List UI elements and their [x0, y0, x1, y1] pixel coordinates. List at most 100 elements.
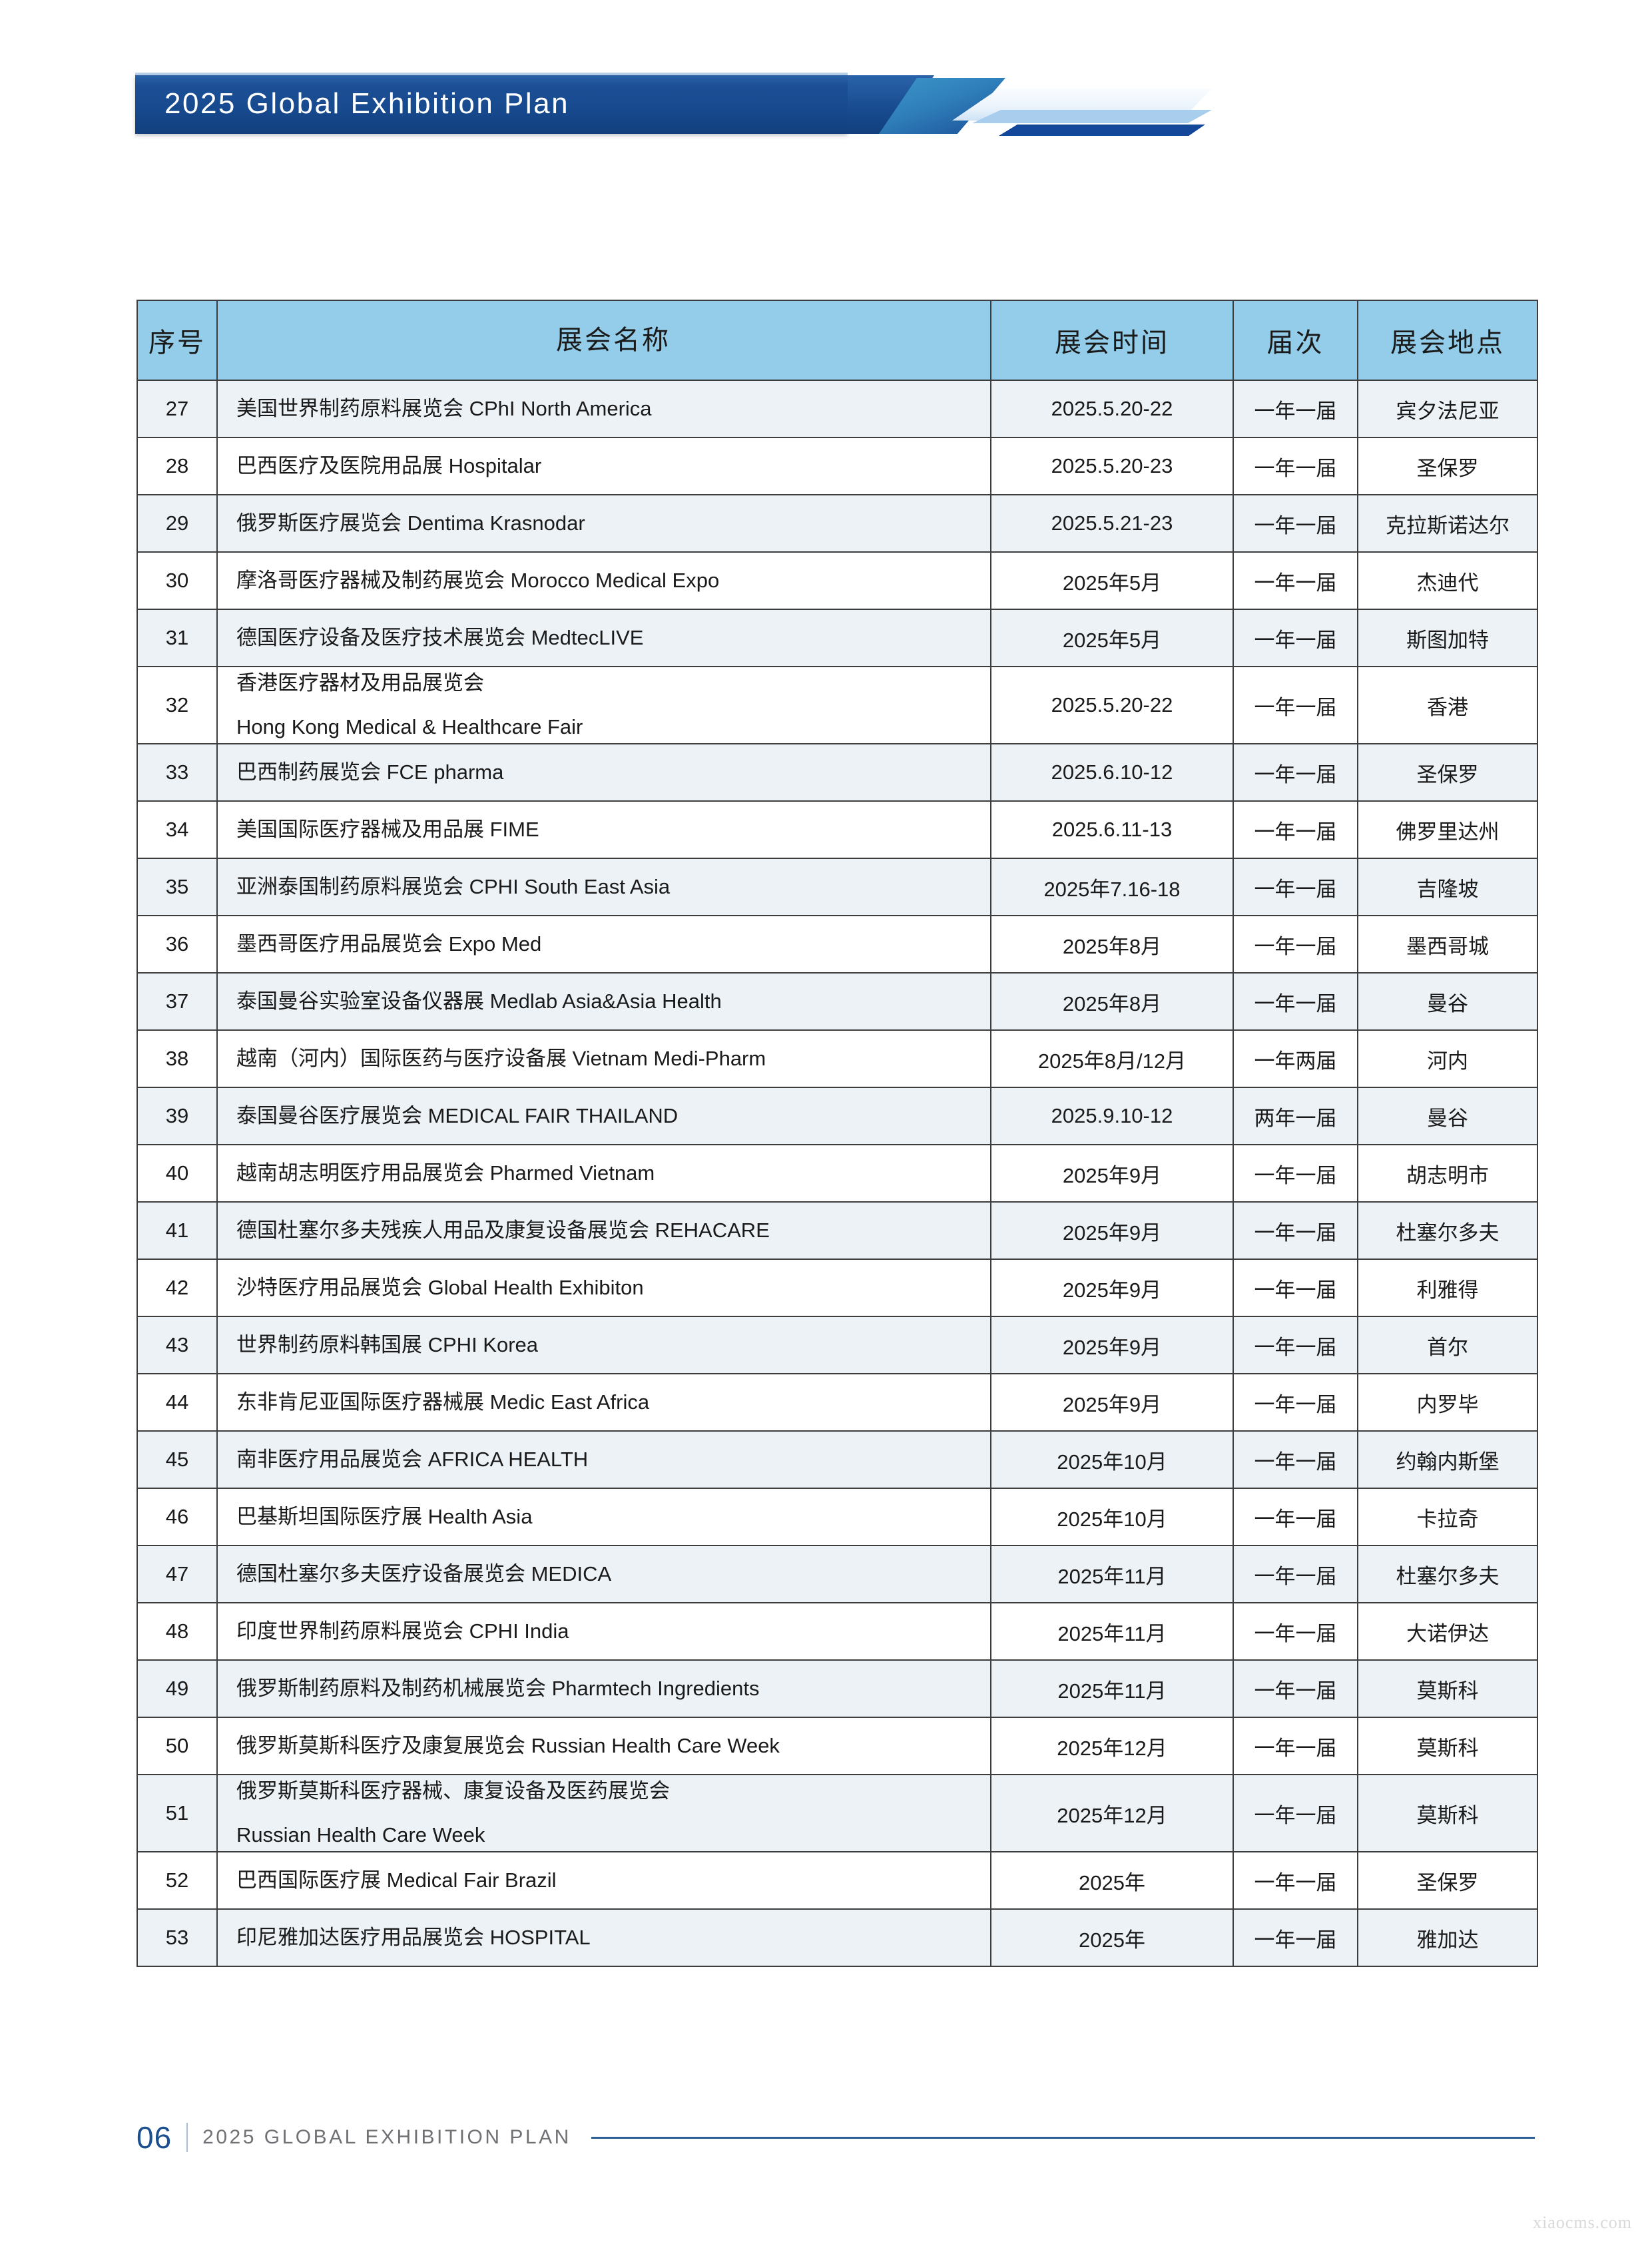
column-header-location: 展会地点	[1357, 300, 1538, 381]
table-header-row: 序号 展会名称 展会时间 届次 展会地点	[137, 300, 1538, 381]
table-row: 49 俄罗斯制药原料及制药机械展览会 Pharmtech Ingredients 2…	[137, 1659, 1538, 1719]
banner-main-bar	[135, 75, 848, 134]
cell-frequency: 一年一届	[1233, 609, 1358, 667]
column-header-frequency: 届次	[1233, 300, 1358, 381]
cell-location: 大诺伊达	[1357, 1602, 1538, 1661]
cell-exhibition-time: 2025年7.16-18	[990, 858, 1234, 917]
exhibition-schedule-table: 序号 展会名称 展会时间 届次 展会地点 27 美国世界制药原料展览会 CPhI …	[137, 300, 1538, 1968]
cell-location: 佛罗里达州	[1357, 800, 1538, 860]
watermark: xiaocms.com	[1533, 2213, 1632, 2232]
footer-divider	[186, 2123, 188, 2152]
cell-frequency: 一年一届	[1233, 858, 1358, 917]
cell-exhibition-time: 2025年12月	[990, 1774, 1234, 1853]
cell-index: 36	[137, 915, 218, 974]
cell-frequency: 一年一届	[1233, 437, 1358, 495]
cell-exhibition-name: 香港医疗器材及用品展览会 Hong Kong Medical & Healthca…	[216, 665, 991, 745]
table-row: 32 香港医疗器材及用品展览会 Hong Kong Medical & Health…	[137, 665, 1538, 745]
cell-frequency: 两年一届	[1233, 1087, 1358, 1146]
cell-exhibition-time: 2025年11月	[990, 1659, 1234, 1719]
exhibition-name-line: 越南胡志明医疗用品展览会 Pharmed Vietnam	[236, 1161, 655, 1185]
table-row: 48 印度世界制药原料展览会 CPHI India 2025年11月 一年一届 大诺伊达	[137, 1602, 1538, 1661]
cell-location: 吉隆坡	[1357, 858, 1538, 917]
banner-accent-bar-dark-blue	[999, 125, 1205, 136]
table-row: 36 墨西哥医疗用品展览会 Expo Med 2025年8月 一年一届 墨西哥城	[137, 915, 1538, 974]
page-header-banner: 2025 Global Exhibition Plan	[0, 63, 1652, 150]
exhibition-name-line: 德国杜塞尔多夫医疗设备展览会 MEDICA	[236, 1562, 612, 1586]
cell-exhibition-name: 德国医疗设备及医疗技术展览会 MedtecLIVE	[216, 609, 991, 667]
exhibition-name-line: 世界制药原料韩国展 CPHI Korea	[236, 1333, 539, 1357]
exhibition-name-line: 美国世界制药原料展览会 CPhI North America	[236, 396, 652, 420]
table-row: 37 泰国曼谷实验室设备仪器展 Medlab Asia&Asia Health 20…	[137, 972, 1538, 1031]
cell-location: 约翰内斯堡	[1357, 1430, 1538, 1490]
table-row: 34 美国国际医疗器械及用品展 FIME 2025.6.11-13 一年一届 佛罗里达州	[137, 800, 1538, 860]
exhibition-name-line: 德国医疗设备及医疗技术展览会 MedtecLIVE	[236, 625, 644, 649]
cell-exhibition-name: 亚洲泰国制药原料展览会 CPHI South East Asia	[216, 858, 991, 917]
cell-location: 曼谷	[1357, 1087, 1538, 1146]
cell-exhibition-time: 2025年8月/12月	[990, 1029, 1234, 1089]
cell-exhibition-name: 东非肯尼亚国际医疗器械展 Medic East Africa	[216, 1373, 991, 1432]
cell-frequency: 一年两届	[1233, 1029, 1358, 1089]
cell-frequency: 一年一届	[1233, 1717, 1358, 1776]
cell-index: 29	[137, 494, 218, 553]
cell-index: 41	[137, 1201, 218, 1261]
cell-exhibition-name: 俄罗斯医疗展览会 Dentima Krasnodar	[216, 494, 991, 553]
table-row: 44 东非肯尼亚国际医疗器械展 Medic East Africa 2025年9月一…	[137, 1373, 1538, 1432]
cell-index: 52	[137, 1851, 218, 1910]
cell-index: 45	[137, 1430, 218, 1490]
cell-exhibition-name: 摩洛哥医疗器械及制药展览会 Morocco Medical Expo	[216, 551, 991, 610]
cell-index: 30	[137, 551, 218, 610]
cell-exhibition-time: 2025年11月	[990, 1545, 1234, 1604]
exhibition-name-line: 俄罗斯制药原料及制药机械展览会 Pharmtech Ingredients	[236, 1677, 760, 1701]
cell-index: 28	[137, 437, 218, 495]
table-row: 52 巴西国际医疗展 Medical Fair Brazil 2025年 一年一届 圣保…	[137, 1851, 1538, 1910]
cell-exhibition-name: 南非医疗用品展览会 AFRICA HEALTH	[216, 1430, 991, 1490]
exhibition-name-line: 越南（河内）国际医药与医疗设备展 Vietnam Medi-Pharm	[236, 1047, 766, 1071]
cell-location: 雅加达	[1357, 1908, 1538, 1968]
cell-exhibition-time: 2025年5月	[990, 551, 1234, 610]
cell-location: 香港	[1357, 665, 1538, 745]
cell-location: 宾夕法尼亚	[1357, 380, 1538, 438]
cell-location: 莫斯科	[1357, 1717, 1538, 1776]
cell-location: 胡志明市	[1357, 1144, 1538, 1203]
cell-index: 33	[137, 743, 218, 802]
cell-exhibition-time: 2025年5月	[990, 609, 1234, 667]
cell-exhibition-time: 2025年9月	[990, 1316, 1234, 1375]
cell-location: 斯图加特	[1357, 609, 1538, 667]
table-row: 28 巴西医疗及医院用品展 Hospitalar 2025.5.20-23 一年一届圣…	[137, 437, 1538, 495]
exhibition-name-line-secondary: Russian Health Care Week	[236, 1823, 485, 1847]
cell-exhibition-time: 2025.5.20-23	[990, 437, 1234, 495]
cell-exhibition-name: 巴西医疗及医院用品展 Hospitalar	[216, 437, 991, 495]
cell-exhibition-time: 2025年9月	[990, 1373, 1234, 1432]
cell-location: 卡拉奇	[1357, 1488, 1538, 1547]
exhibition-name-line: 沙特医疗用品展览会 Global Health Exhibiton	[236, 1276, 644, 1300]
cell-exhibition-time: 2025年	[990, 1908, 1234, 1968]
cell-exhibition-name: 泰国曼谷医疗展览会 MEDICAL FAIR THAILAND	[216, 1087, 991, 1146]
page-footer: 06 2025 GLOBAL EXHIBITION PLAN	[137, 2117, 1535, 2157]
cell-location: 杰迪代	[1357, 551, 1538, 610]
cell-exhibition-name: 越南胡志明医疗用品展览会 Pharmed Vietnam	[216, 1144, 991, 1203]
cell-location: 首尔	[1357, 1316, 1538, 1375]
table-row: 42 沙特医疗用品展览会 Global Health Exhibiton 2025年…	[137, 1259, 1538, 1318]
cell-exhibition-name: 越南（河内）国际医药与医疗设备展 Vietnam Medi-Pharm	[216, 1029, 991, 1089]
cell-frequency: 一年一届	[1233, 800, 1358, 860]
table-row: 45 南非医疗用品展览会 AFRICA HEALTH 2025年10月 一年一届 约翰内…	[137, 1430, 1538, 1490]
cell-index: 42	[137, 1259, 218, 1318]
footer-label: 2025 GLOBAL EXHIBITION PLAN	[202, 2126, 571, 2148]
cell-location: 内罗毕	[1357, 1373, 1538, 1432]
cell-exhibition-time: 2025.5.20-22	[990, 665, 1234, 745]
exhibition-name-line: 巴基斯坦国际医疗展 Health Asia	[236, 1505, 533, 1529]
table-row: 40 越南胡志明医疗用品展览会 Pharmed Vietnam 2025年9月 一年一…	[137, 1144, 1538, 1203]
exhibition-name-line: 墨西哥医疗用品展览会 Expo Med	[236, 932, 542, 956]
cell-frequency: 一年一届	[1233, 1602, 1358, 1661]
cell-index: 39	[137, 1087, 218, 1146]
cell-exhibition-time: 2025.6.11-13	[990, 800, 1234, 860]
cell-frequency: 一年一届	[1233, 1430, 1358, 1490]
cell-exhibition-name: 沙特医疗用品展览会 Global Health Exhibiton	[216, 1259, 991, 1318]
cell-frequency: 一年一届	[1233, 1545, 1358, 1604]
cell-index: 43	[137, 1316, 218, 1375]
column-header-name: 展会名称	[216, 300, 991, 381]
cell-frequency: 一年一届	[1233, 915, 1358, 974]
cell-exhibition-name: 德国杜塞尔多夫医疗设备展览会 MEDICA	[216, 1545, 991, 1604]
banner-top-highlight	[135, 73, 848, 77]
table-row: 39 泰国曼谷医疗展览会 MEDICAL FAIR THAILAND 2025.9.…	[137, 1087, 1538, 1146]
